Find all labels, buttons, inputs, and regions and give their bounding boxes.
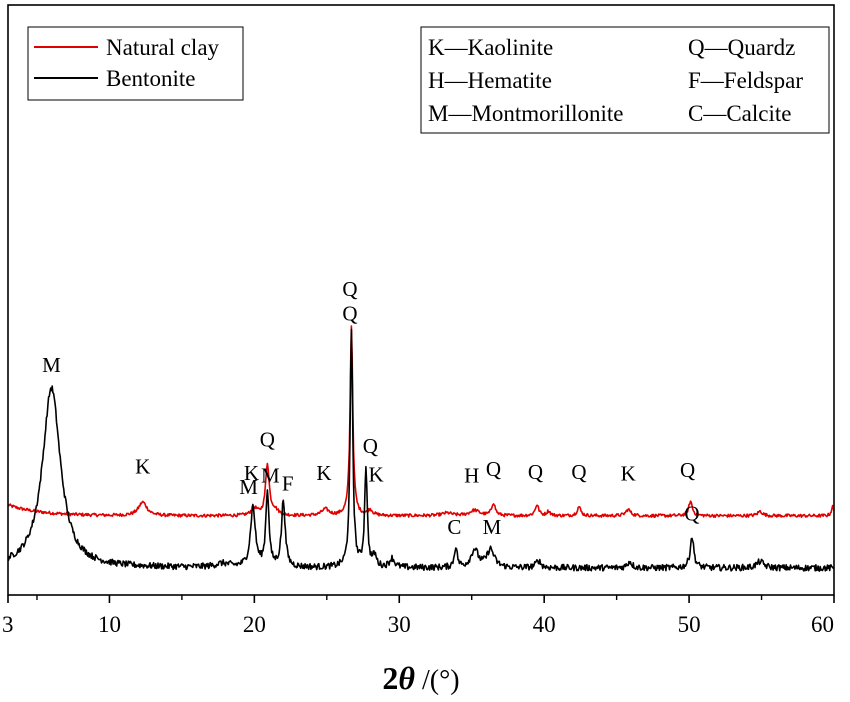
legend: Natural clay Bentonite	[27, 26, 244, 101]
legend-box	[27, 26, 244, 101]
plot-frame	[7, 4, 835, 596]
x-axis: 3 10 20 30 40 50 60	[2, 595, 835, 637]
peak-label: M	[239, 475, 258, 499]
peak-label: Q	[486, 457, 501, 481]
peak-label: C	[447, 515, 461, 539]
x-tick-label: 60	[811, 612, 834, 637]
x-axis-title-theta: θ	[398, 660, 415, 696]
x-tick-label: 20	[243, 612, 266, 637]
mineral-key: K—Kaolinite H—Hematite M—Montmorillonite…	[420, 26, 830, 134]
peak-label: Q	[528, 460, 543, 484]
peak-label: K	[244, 461, 259, 485]
peak-label: M	[261, 464, 280, 488]
peak-label: F	[282, 472, 294, 496]
peak-label: K	[621, 462, 636, 486]
peak-label: Q	[684, 501, 699, 525]
mineral-key-box	[420, 26, 830, 134]
x-tick-label: 10	[98, 612, 121, 637]
peak-label: Q	[342, 277, 357, 301]
peak-label: Q	[680, 458, 695, 482]
key-quartz: Q—Quardz	[688, 35, 795, 60]
legend-label-bentonite: Bentonite	[106, 66, 195, 91]
key-calcite: C—Calcite	[688, 101, 791, 126]
peak-label: M	[42, 353, 61, 377]
peak-label: Q	[342, 302, 357, 326]
key-kaolinite: K—Kaolinite	[428, 35, 553, 60]
peak-label: H	[464, 464, 479, 488]
x-axis-title-unit: /(°)	[415, 665, 460, 696]
peak-label: Q	[571, 460, 586, 484]
chart-traces	[7, 325, 835, 572]
x-axis-title: 2θ /(°)	[382, 660, 459, 696]
x-tick-label: 3	[2, 612, 14, 637]
x-tick-label: 50	[678, 612, 701, 637]
legend-label-natural-clay: Natural clay	[106, 35, 220, 60]
x-tick-label: 30	[388, 612, 411, 637]
peak-label: Q	[363, 434, 378, 458]
series-line-bentonite	[7, 328, 835, 572]
peak-label: Q	[260, 428, 275, 452]
key-montmorillonite: M—Montmorillonite	[428, 101, 624, 126]
peak-label: K	[368, 463, 383, 487]
series-line-natural-clay	[7, 325, 835, 518]
key-hematite: H—Hematite	[428, 68, 552, 93]
key-feldspar: F—Feldspar	[688, 68, 803, 93]
peak-label: K	[316, 461, 331, 485]
x-tick-label: 40	[533, 612, 556, 637]
peak-label: K	[135, 455, 150, 479]
peak-label: M	[483, 515, 502, 539]
x-axis-title-two: 2	[382, 660, 398, 696]
